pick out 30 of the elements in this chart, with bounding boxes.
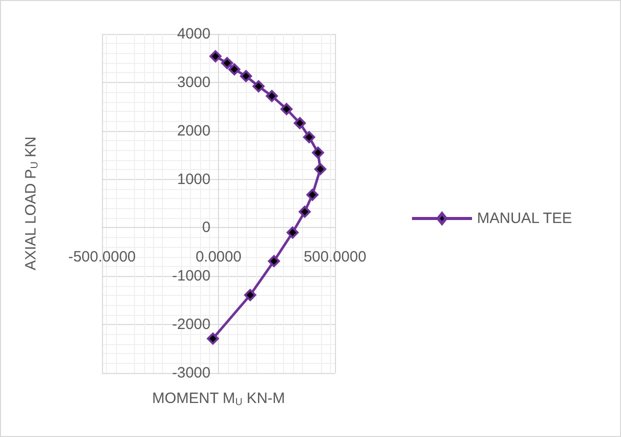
y-tick-label: 0 bbox=[202, 219, 210, 236]
y-tick-label: -3000 bbox=[172, 364, 210, 382]
point bbox=[266, 90, 278, 102]
point bbox=[221, 57, 234, 70]
y-tick-label: -1000 bbox=[172, 268, 210, 285]
y-axis-title: AXIAL LOAD PU KN bbox=[22, 136, 40, 270]
point bbox=[206, 332, 219, 345]
point bbox=[228, 63, 240, 76]
y-tick-label: -2000 bbox=[172, 316, 210, 334]
point bbox=[268, 255, 280, 268]
x-tick-label: 0.0000 bbox=[196, 248, 242, 266]
legend-label: MANUAL TEE bbox=[477, 210, 572, 227]
point bbox=[314, 163, 326, 176]
point bbox=[286, 226, 299, 239]
point bbox=[244, 289, 256, 302]
point bbox=[306, 188, 318, 201]
x-tick-label: 500.0000 bbox=[304, 248, 366, 266]
point bbox=[280, 103, 293, 116]
y-tick-label: 2000 bbox=[177, 122, 210, 140]
y-tick-label: 4000 bbox=[177, 26, 210, 42]
point bbox=[303, 131, 316, 144]
point bbox=[294, 117, 306, 130]
y-tick-label: 3000 bbox=[177, 74, 210, 91]
point bbox=[312, 146, 324, 159]
point bbox=[252, 80, 265, 92]
x-tick-label: -500.0000 bbox=[68, 248, 136, 266]
y-tick-label: 1000 bbox=[177, 170, 210, 188]
point bbox=[209, 50, 222, 62]
point bbox=[298, 206, 311, 218]
point bbox=[240, 70, 252, 82]
